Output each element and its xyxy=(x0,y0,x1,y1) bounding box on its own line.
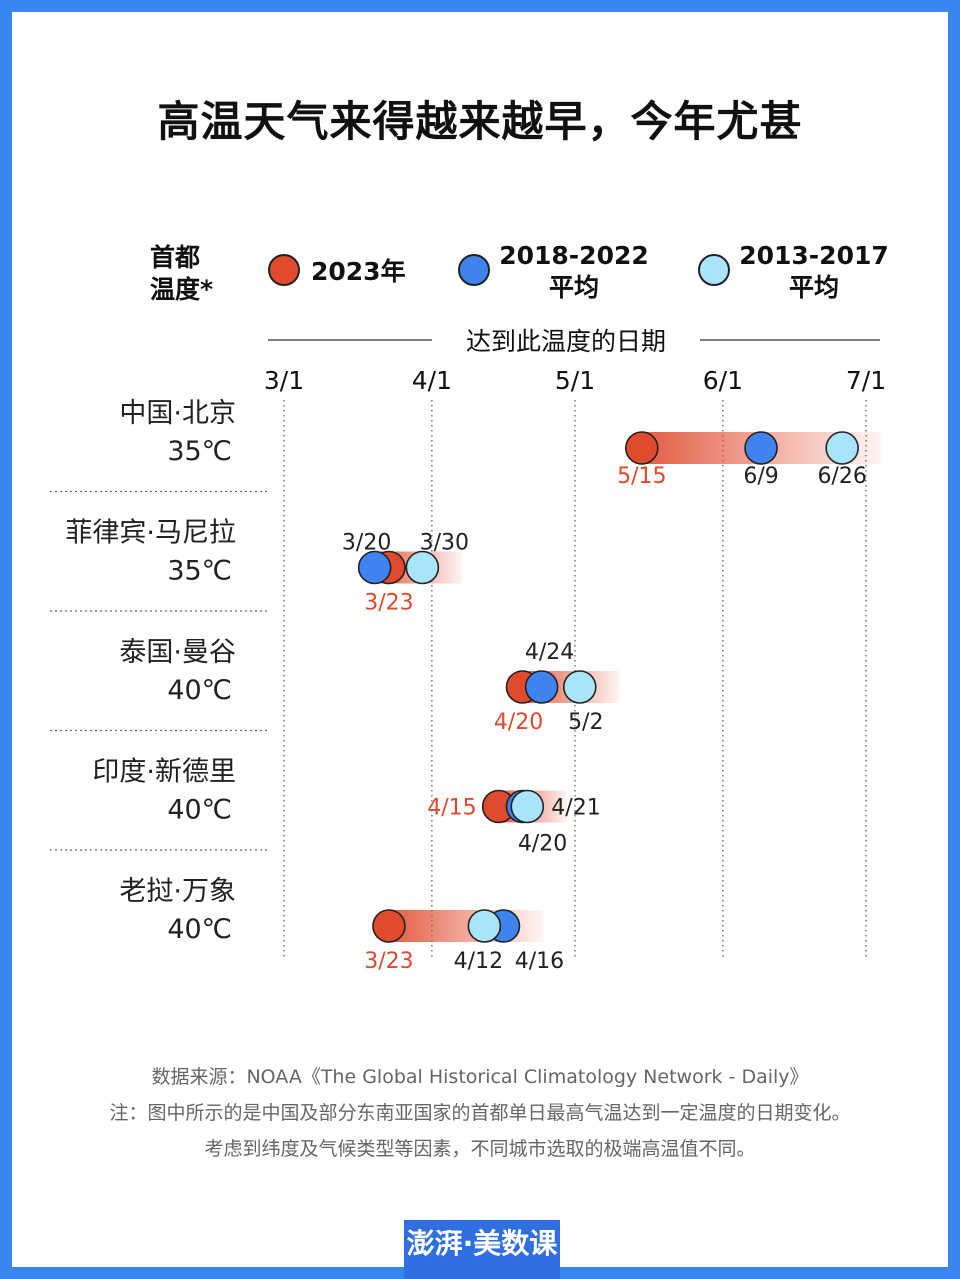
value-label-2023: 4/20 xyxy=(494,710,543,735)
value-label-2023: 3/23 xyxy=(364,949,413,974)
row-city-label: 印度·新德里 xyxy=(92,757,236,788)
value-label-2023: 3/23 xyxy=(364,591,413,616)
dot-2013-2017 xyxy=(467,909,502,943)
legend-dot-2023 xyxy=(268,254,300,286)
row-temp-label: 35℃ xyxy=(167,556,232,587)
row-temp-label: 40℃ xyxy=(167,675,232,706)
tick-label-4: 7/1 xyxy=(846,366,886,395)
dot-2018-2022 xyxy=(357,550,392,585)
value-label-2018-2022: 3/20 xyxy=(342,531,391,556)
dot-2013-2017 xyxy=(510,789,545,824)
legend-label-2018-2022: 2018-2022 xyxy=(499,241,649,270)
value-label-2018-2022: 4/20 xyxy=(518,832,567,857)
value-label-2013-2017: 3/30 xyxy=(420,531,469,556)
row-temp-label: 40℃ xyxy=(167,914,232,945)
legend-dot-2013-2017 xyxy=(698,254,730,286)
value-label-2018-2022: 4/24 xyxy=(525,640,574,665)
row-city-label: 老挝·万象 xyxy=(119,876,236,907)
infographic-card xyxy=(12,12,948,1267)
legend-caption-line1: 首都 xyxy=(150,243,201,272)
value-label-2013-2017: 4/12 xyxy=(454,949,503,974)
legend-label-2018-2022-sub: 平均 xyxy=(548,273,599,302)
axis-title: 达到此温度的日期 xyxy=(466,327,666,356)
dot-2023 xyxy=(624,431,659,465)
row-temp-label: 40℃ xyxy=(167,795,232,826)
value-label-2023: 4/15 xyxy=(427,796,476,821)
value-label-2023: 5/15 xyxy=(617,464,666,489)
brand-logo: 澎湃·美数课 xyxy=(404,1220,560,1279)
footnote-line1: 注：图中所示的是中国及部分东南亚国家的首都单日最高气温达到一定温度的日期变化。 xyxy=(109,1102,851,1124)
dot-2023 xyxy=(372,909,406,943)
dot-2018-2022 xyxy=(524,670,559,704)
value-label-2013-2017: 5/2 xyxy=(568,710,603,735)
row-temp-label: 35℃ xyxy=(167,436,232,467)
tick-label-1: 4/1 xyxy=(412,366,452,395)
row-city-label: 泰国·曼谷 xyxy=(119,637,236,668)
dot-2013-2017 xyxy=(405,550,440,585)
legend-caption-line2: 温度* xyxy=(150,275,214,304)
value-label-2013-2017: 6/26 xyxy=(817,464,866,489)
value-label-2018-2022: 6/9 xyxy=(743,464,778,489)
tick-label-2: 5/1 xyxy=(555,366,595,395)
dot-2013-2017 xyxy=(562,670,597,704)
tick-label-3: 6/1 xyxy=(703,366,743,395)
row-city-label: 菲律宾·马尼拉 xyxy=(65,518,236,549)
dot-2013-2017 xyxy=(825,431,859,465)
footnote-line2: 考虑到纬度及气候类型等因素，不同城市选取的极端高温值不同。 xyxy=(204,1138,756,1160)
dot-range-chart: 达到此温度的日期 3/1 4/1 5/1 6/1 7/1 中国·北京 35℃ 5/15 6/9 6/… xyxy=(50,327,886,974)
dot-2018-2022 xyxy=(744,431,778,465)
tick-label-0: 3/1 xyxy=(264,366,304,395)
legend-label-2013-2017: 2013-2017 xyxy=(739,241,889,270)
value-label-2018-2022: 4/16 xyxy=(515,949,564,974)
chart-title: 高温天气来得越来越早，今年尤甚 xyxy=(157,97,803,146)
source-note: 数据来源：NOAA《The Global Historical Climatol… xyxy=(151,1066,809,1088)
range-band xyxy=(388,910,544,942)
legend-label-2023: 2023年 xyxy=(311,257,406,286)
row-city-label: 中国·北京 xyxy=(119,398,236,429)
value-label-2013-2017: 4/21 xyxy=(551,796,600,821)
legend-label-2013-2017-sub: 平均 xyxy=(788,273,839,302)
legend-dot-2018-2022 xyxy=(458,254,490,286)
